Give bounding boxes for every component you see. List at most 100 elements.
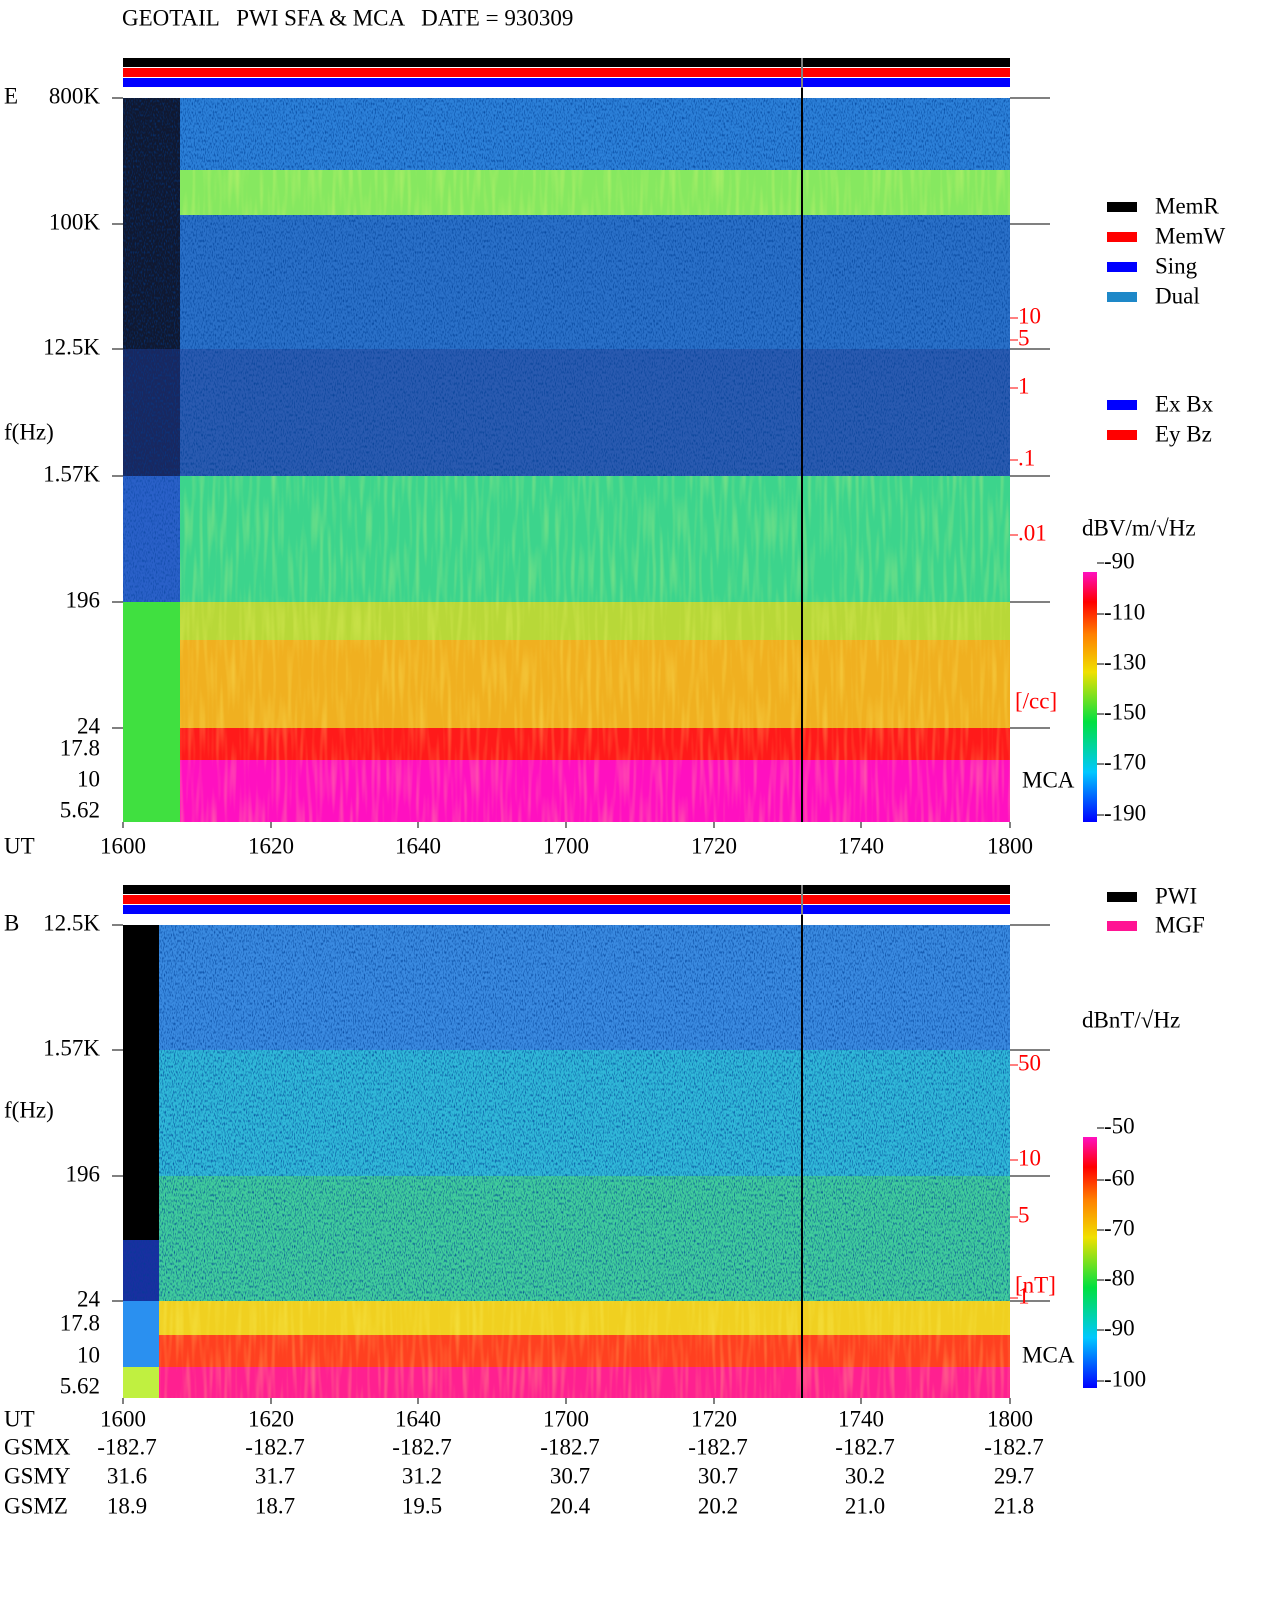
x-axis-label: UT [4,1406,35,1431]
legend-label: MGF [1155,912,1205,937]
spectrogram-texture [123,1367,1010,1398]
x-tick-label: 1720 [691,1406,737,1431]
legend-swatch [1107,400,1137,410]
spectrogram-texture [123,98,180,349]
colorbar [1083,572,1097,822]
legend-label: PWI [1155,883,1197,908]
spectrogram-texture [123,98,1010,170]
spectrogram-texture [123,349,1010,476]
density-tick-label: 5 [1018,325,1030,350]
y-tick-label: 10 [77,766,100,791]
x-tick-label: 1720 [691,833,737,858]
legend-label: Ex Bx [1155,391,1214,416]
colorbar-unit: dBnT/√Hz [1082,1007,1180,1032]
colorbar-tick-label: -80 [1104,1265,1135,1290]
x-tick-label: 1800 [987,1406,1033,1431]
colorbar-tick-label: -110 [1104,599,1145,624]
spectrogram-texture [123,1335,1010,1367]
spectrogram-texture [123,1301,1010,1335]
coord-value: -182.7 [392,1434,451,1459]
coord-value: -182.7 [688,1434,747,1459]
coord-value: 18.7 [255,1493,295,1518]
coord-value: 18.9 [107,1493,147,1518]
y-axis-label: f(Hz) [4,1097,54,1122]
coord-value: -182.7 [984,1434,1043,1459]
legend-label: Ey Bz [1155,421,1212,446]
panel-label: E [4,83,18,108]
x-tick-label: 1600 [100,833,146,858]
coord-value: -182.7 [97,1434,156,1459]
spectrogram-texture [123,170,1010,215]
spectrogram-band [123,602,180,822]
y-tick-label: 100K [49,209,101,234]
coord-value: 30.7 [550,1463,590,1488]
x-tick-label: 1600 [100,1406,146,1431]
coord-value: -182.7 [245,1434,304,1459]
colorbar [1083,1137,1097,1388]
status-bar [123,68,1010,77]
legend-swatch [1107,892,1137,902]
density-tick-label: 50 [1018,1050,1041,1075]
coord-value: 30.7 [698,1463,738,1488]
coord-value: 31.6 [107,1463,147,1488]
y-tick-label: 12.5K [43,910,100,935]
density-tick-label: 1 [1018,373,1030,398]
y-tick-label: 12.5K [43,334,100,359]
y-axis-label: f(Hz) [4,419,54,444]
legend-swatch [1107,921,1137,931]
x-tick-label: 1800 [987,833,1033,858]
legend-swatch [1107,202,1137,212]
spectrogram-band [123,1301,159,1367]
mca-label: MCA [1022,767,1075,792]
density-tick-label: 10 [1018,1145,1041,1170]
coord-value: 31.7 [255,1463,295,1488]
y-tick-label: 1.57K [43,461,100,486]
mca-label: MCA [1022,1342,1075,1367]
x-tick-label: 1640 [395,1406,441,1431]
spectrogram-texture [123,215,1010,349]
title: GEOTAIL PWI SFA & MCA DATE = 930309 [122,5,573,30]
legend-swatch [1107,292,1137,302]
coord-value: 30.2 [845,1463,885,1488]
x-tick-label: 1700 [543,833,589,858]
density-tick-label: .1 [1018,445,1035,470]
density-tick-label: 5 [1018,1202,1030,1227]
spectrogram-texture [123,476,180,602]
spectrogram-texture [123,1050,1010,1176]
x-tick-label: 1620 [248,1406,294,1431]
coord-label: GSMY [4,1463,71,1488]
legend-label: Sing [1155,253,1198,278]
legend-label: MemW [1155,223,1226,248]
density-unit: [nT] [1015,1272,1056,1297]
x-axis-label: UT [4,833,35,858]
spectrogram-texture [123,1240,159,1301]
legend-swatch [1107,262,1137,272]
y-tick-label: 24 [77,713,101,738]
coord-value: -182.7 [540,1434,599,1459]
spectrogram-texture [123,602,1010,640]
colorbar-unit: dBV/m/√Hz [1082,515,1196,540]
colorbar-tick-label: -130 [1104,649,1146,674]
y-tick-label: 17.8 [60,1310,100,1335]
x-tick-label: 1740 [838,833,884,858]
y-tick-label: 17.8 [60,735,100,760]
colorbar-tick-label: -100 [1104,1366,1146,1391]
density-tick-label: .01 [1018,520,1047,545]
coord-label: GSMZ [4,1493,68,1518]
spectrogram-texture [123,476,1010,602]
colorbar-tick-label: -150 [1104,699,1146,724]
y-tick-label: 24 [77,1286,101,1311]
spectrogram-band [123,1367,159,1398]
legend-label: Dual [1155,283,1200,308]
x-tick-label: 1620 [248,833,294,858]
legend-label: MemR [1155,193,1220,218]
y-tick-label: 196 [66,587,101,612]
coord-value: 29.7 [994,1463,1034,1488]
y-tick-label: 5.62 [60,1373,100,1398]
spectrogram-texture [123,925,1010,1050]
spectrogram-texture [123,760,1010,822]
y-tick-label: 800K [49,83,101,108]
spectrogram-texture [123,1176,1010,1301]
